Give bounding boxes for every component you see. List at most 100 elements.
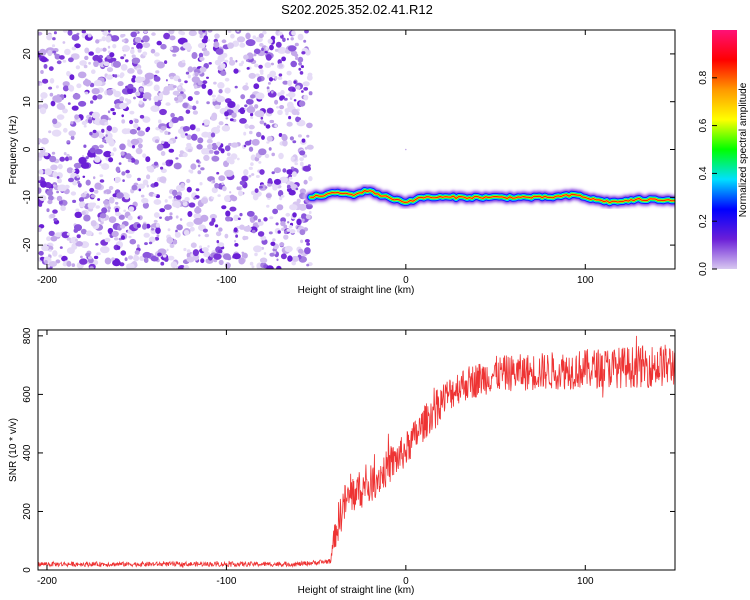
noise-speckle	[290, 60, 298, 68]
noise-speckle	[128, 206, 135, 212]
noise-speckle	[303, 39, 307, 43]
noise-speckle	[59, 156, 65, 162]
noise-speckle	[275, 41, 282, 48]
noise-speckle	[192, 105, 197, 111]
noise-speckle	[165, 79, 168, 82]
noise-speckle	[77, 183, 82, 188]
noise-speckle	[286, 93, 289, 97]
noise-speckle	[289, 204, 298, 211]
noise-speckle	[43, 64, 48, 69]
noise-speckle	[49, 92, 54, 97]
noise-speckle	[108, 196, 115, 204]
noise-speckle	[227, 30, 232, 33]
noise-speckle	[107, 45, 111, 49]
noise-speckle	[287, 91, 296, 98]
noise-speckle	[243, 169, 249, 176]
noise-speckle	[52, 250, 58, 257]
noise-speckle	[67, 102, 71, 105]
noise-speckle	[177, 78, 182, 83]
noise-speckle	[236, 104, 240, 109]
noise-speckle	[85, 252, 91, 257]
noise-speckle	[106, 67, 114, 73]
noise-speckle	[169, 212, 173, 216]
noise-speckle	[301, 90, 304, 93]
snr-frame	[37, 329, 676, 571]
noise-speckle	[297, 134, 302, 138]
noise-speckle	[238, 190, 243, 197]
noise-speckle	[146, 126, 151, 131]
noise-speckle	[213, 41, 220, 48]
noise-speckle	[280, 194, 285, 198]
noise-speckle	[230, 142, 239, 148]
noise-speckle	[167, 228, 171, 232]
noise-speckle	[272, 38, 275, 42]
noise-speckle	[154, 236, 160, 241]
noise-speckle	[83, 64, 88, 69]
noise-speckle	[40, 137, 49, 145]
noise-speckle	[201, 247, 209, 253]
noise-speckle	[98, 38, 103, 42]
noise-speckle	[292, 212, 297, 218]
noise-speckle	[286, 228, 291, 232]
noise-speckle	[91, 69, 96, 74]
noise-speckle	[196, 144, 203, 150]
noise-speckle	[110, 35, 120, 42]
noise-speckle	[245, 82, 248, 86]
noise-speckle	[38, 169, 44, 175]
noise-speckle	[47, 199, 53, 205]
noise-speckle	[283, 97, 288, 101]
y-tick-label: 20	[22, 48, 33, 60]
noise-speckle	[74, 224, 82, 232]
noise-speckle	[168, 148, 175, 153]
noise-speckle	[48, 195, 54, 201]
noise-speckle	[232, 253, 241, 260]
noise-speckle	[91, 111, 100, 119]
noise-speckle	[127, 68, 135, 74]
noise-speckle	[78, 100, 87, 107]
noise-speckle	[299, 157, 304, 162]
noise-speckle	[279, 176, 289, 183]
noise-speckle	[260, 116, 264, 120]
noise-speckle	[125, 169, 130, 174]
noise-speckle	[153, 199, 162, 205]
noise-speckle	[254, 104, 259, 109]
noise-speckle	[153, 181, 159, 187]
noise-speckle	[282, 139, 288, 147]
noise-speckle	[38, 176, 41, 181]
noise-speckle	[101, 163, 110, 170]
noise-speckle	[113, 90, 122, 98]
noise-speckle	[133, 255, 140, 262]
noise-speckle	[253, 215, 258, 221]
noise-speckle	[127, 83, 134, 89]
noise-speckle	[240, 94, 246, 100]
noise-speckle	[236, 157, 240, 161]
noise-speckle	[80, 255, 83, 259]
noise-speckle	[186, 178, 191, 184]
noise-speckle	[121, 119, 126, 124]
snr-x-ticks: -200 -100 0 100	[37, 330, 594, 587]
noise-speckle	[208, 149, 214, 154]
x-tick-label: 100	[577, 576, 594, 587]
noise-speckle	[294, 162, 299, 166]
noise-speckle	[266, 89, 271, 93]
noise-speckle	[259, 169, 265, 175]
noise-speckle	[292, 140, 297, 144]
noise-speckle	[179, 82, 184, 86]
noise-speckle	[198, 52, 204, 58]
noise-speckle	[286, 169, 293, 175]
noise-speckle	[107, 110, 111, 114]
noise-speckle	[283, 230, 288, 235]
noise-speckle	[155, 194, 160, 199]
noise-speckle	[146, 165, 155, 173]
noise-speckle	[62, 59, 67, 63]
noise-speckle	[84, 55, 89, 61]
noise-speckle	[137, 130, 146, 137]
noise-speckle	[227, 42, 235, 49]
noise-speckle	[184, 80, 188, 84]
noise-speckle	[262, 30, 267, 35]
noise-speckle	[118, 214, 125, 220]
noise-speckle	[262, 109, 266, 113]
noise-speckle	[218, 121, 224, 126]
noise-speckle	[291, 30, 296, 36]
noise-speckle	[229, 194, 235, 199]
